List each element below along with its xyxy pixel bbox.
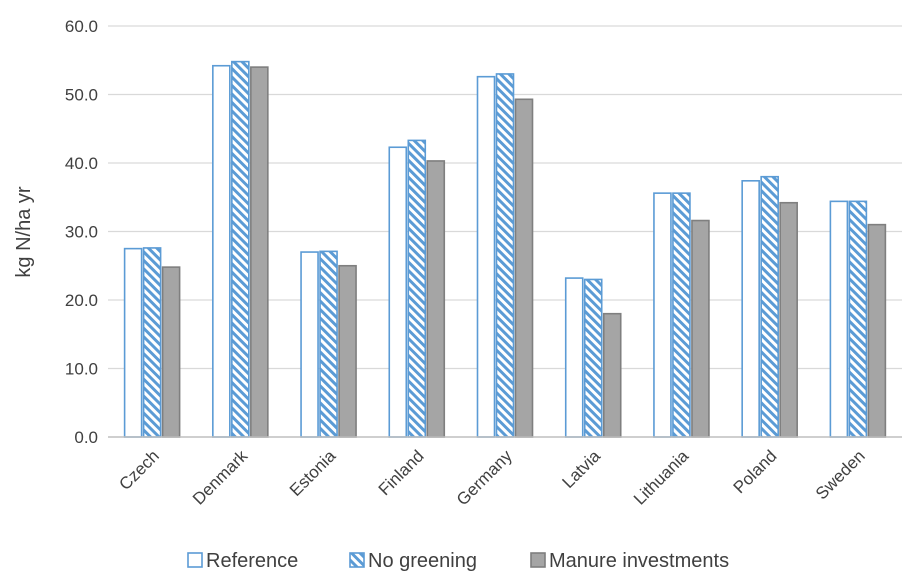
bar-no-greening-finland (407, 139, 427, 438)
bar-no-greening-estonia (319, 250, 338, 438)
bar-no-greening-latvia (583, 278, 603, 438)
legend-label: No greening (368, 550, 477, 572)
bar-manure-investments-czech (161, 266, 181, 438)
bar-no-greening-czech (142, 247, 162, 438)
bar-reference-czech (123, 247, 143, 438)
bar-manure-investments-sweden (867, 223, 887, 438)
y-axis-tick-labels: 0.0 10.0 20.0 30.0 40.0 50.0 60.0 (65, 17, 98, 447)
x-tick-label: Denmark (189, 446, 252, 509)
x-tick-label: Finland (375, 446, 428, 499)
bar-manure-investments-estonia (338, 264, 357, 438)
y-tick-label: 40.0 (65, 154, 98, 173)
bar-no-greening-sweden (848, 200, 868, 438)
x-tick-label: Poland (730, 446, 781, 497)
bar-manure-investments-latvia (602, 312, 622, 438)
bar-no-greening-denmark (231, 60, 250, 438)
legend: Reference No greening Manure investments (187, 550, 729, 572)
y-tick-label: 0.0 (74, 428, 98, 447)
bar-reference-germany (476, 75, 496, 438)
bar-manure-investments-denmark (250, 66, 269, 438)
y-tick-label: 50.0 (65, 86, 98, 105)
bar-reference-latvia (564, 277, 584, 438)
x-tick-label: Lithuania (630, 446, 693, 509)
bar-no-greening-poland (760, 175, 779, 438)
bar-reference-estonia (300, 251, 319, 438)
bar-no-greening-lithuania (672, 192, 691, 438)
x-axis-tick-labels: Czech Denmark Estonia Finland Germany Latvia L… (115, 446, 868, 509)
bar-manure-investments-finland (426, 160, 446, 438)
bar-reference-lithuania (653, 192, 672, 438)
legend-swatch (187, 552, 203, 568)
bars (123, 60, 887, 438)
legend-swatch (530, 552, 546, 568)
y-axis-title: kg N/ha yr (13, 186, 35, 277)
y-tick-label: 10.0 (65, 360, 98, 379)
y-tick-label: 20.0 (65, 291, 98, 310)
x-tick-label: Estonia (286, 446, 340, 500)
x-tick-label: Sweden (812, 446, 869, 503)
bar-no-greening-germany (495, 73, 515, 438)
y-tick-label: 60.0 (65, 17, 98, 36)
bar-reference-finland (388, 146, 408, 438)
bar-reference-denmark (212, 64, 231, 438)
x-tick-label: Latvia (559, 446, 605, 492)
bar-reference-poland (741, 180, 760, 438)
bar-manure-investments-germany (514, 98, 534, 438)
legend-label: Manure investments (549, 550, 729, 572)
x-tick-label: Czech (115, 446, 163, 494)
bar-manure-investments-lithuania (691, 219, 710, 438)
bar-manure-investments-poland (779, 201, 798, 438)
y-tick-label: 30.0 (65, 223, 98, 242)
legend-swatch (349, 552, 365, 568)
legend-label: Reference (206, 550, 298, 572)
bar-reference-sweden (829, 200, 849, 438)
x-tick-label: Germany (453, 446, 516, 509)
